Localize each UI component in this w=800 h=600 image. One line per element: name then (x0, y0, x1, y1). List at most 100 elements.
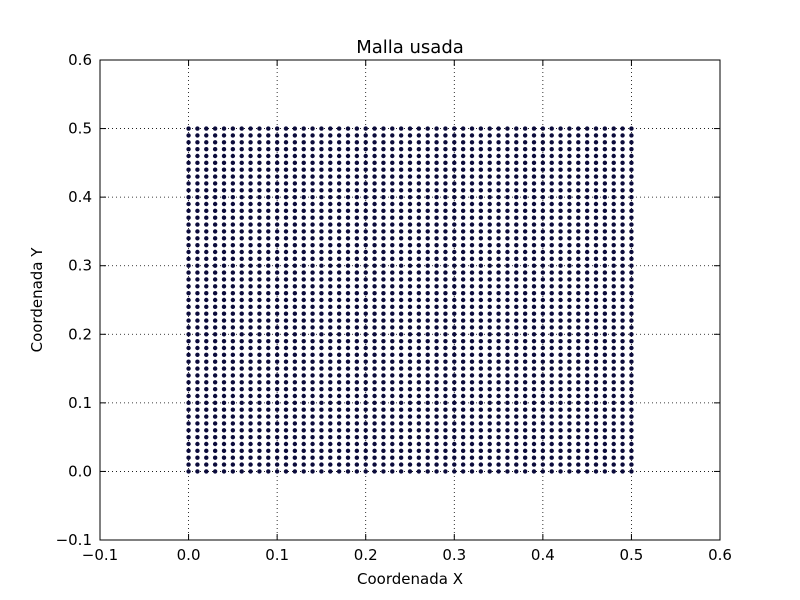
data-point (425, 249, 430, 255)
data-point (522, 297, 528, 303)
data-point (354, 434, 360, 440)
data-point (478, 455, 484, 460)
data-point (328, 133, 333, 138)
data-point (584, 242, 590, 248)
data-point (505, 249, 510, 255)
data-point (239, 167, 244, 172)
data-point (248, 297, 253, 303)
data-point (328, 359, 333, 364)
data-point (328, 400, 333, 406)
data-point (266, 414, 271, 419)
data-point (452, 249, 457, 255)
data-point (372, 126, 377, 131)
data-point (434, 325, 439, 330)
data-point (195, 201, 200, 207)
data-point (390, 284, 395, 289)
data-point (496, 256, 501, 262)
data-point (469, 249, 475, 255)
data-point (602, 174, 608, 179)
data-point (584, 167, 590, 172)
data-point (469, 400, 475, 406)
data-point (478, 174, 484, 179)
data-point (452, 359, 457, 364)
data-point (584, 146, 590, 152)
data-point (416, 256, 422, 262)
data-point (239, 229, 244, 234)
data-point (487, 229, 492, 234)
data-point (204, 345, 209, 351)
data-point (319, 277, 324, 282)
data-point (310, 448, 315, 454)
data-point (381, 311, 386, 316)
data-point (186, 215, 191, 220)
data-point (363, 386, 368, 392)
data-point (505, 133, 510, 138)
data-point (328, 229, 333, 234)
data-point (266, 434, 271, 440)
data-point (283, 414, 289, 419)
data-point (452, 325, 457, 330)
data-point (576, 242, 581, 248)
data-point (372, 462, 377, 467)
data-point (434, 242, 439, 248)
x-tick-label: −0.1 (82, 546, 118, 564)
data-point (452, 469, 457, 474)
data-point (239, 393, 244, 399)
data-point (540, 160, 546, 166)
data-point (407, 249, 413, 255)
data-point (230, 332, 236, 337)
data-point (593, 181, 599, 186)
data-point (204, 441, 209, 447)
data-point (328, 194, 333, 200)
data-point (576, 352, 581, 358)
data-point (310, 242, 315, 248)
data-point (522, 290, 528, 296)
data-point (584, 215, 590, 220)
data-point (310, 462, 315, 467)
data-point (558, 201, 563, 207)
x-axis-label: Coordenada X (357, 570, 463, 588)
data-point (540, 133, 546, 138)
data-point (514, 201, 519, 207)
data-point (443, 140, 448, 145)
data-point (460, 380, 466, 385)
data-point (381, 455, 386, 460)
data-point (230, 167, 236, 172)
data-point (390, 318, 395, 323)
data-point (522, 462, 528, 467)
data-point (558, 462, 563, 467)
data-point (531, 325, 537, 330)
data-point (434, 236, 439, 241)
data-point (434, 140, 439, 145)
data-point (345, 352, 351, 358)
data-point (549, 366, 554, 371)
data-point (567, 256, 572, 262)
data-point (602, 386, 608, 392)
data-point (584, 428, 590, 433)
data-point (443, 208, 448, 214)
data-point (345, 222, 351, 227)
data-point (204, 256, 209, 262)
data-point (381, 188, 386, 193)
data-point (310, 393, 315, 399)
data-point (186, 236, 191, 241)
data-point (319, 393, 324, 399)
data-point (398, 332, 404, 337)
data-point (434, 146, 439, 152)
data-point (478, 407, 484, 412)
data-point (195, 469, 200, 474)
data-point (345, 448, 351, 454)
data-point (292, 297, 298, 303)
data-point (372, 325, 377, 330)
data-point (363, 284, 368, 289)
data-point (381, 194, 386, 200)
data-point (204, 188, 209, 193)
data-point (487, 290, 492, 296)
data-point (372, 318, 377, 323)
data-point (186, 380, 191, 385)
data-point (221, 236, 227, 241)
data-point (460, 181, 466, 186)
data-point (230, 386, 236, 392)
data-point (381, 393, 386, 399)
data-point (531, 133, 537, 138)
